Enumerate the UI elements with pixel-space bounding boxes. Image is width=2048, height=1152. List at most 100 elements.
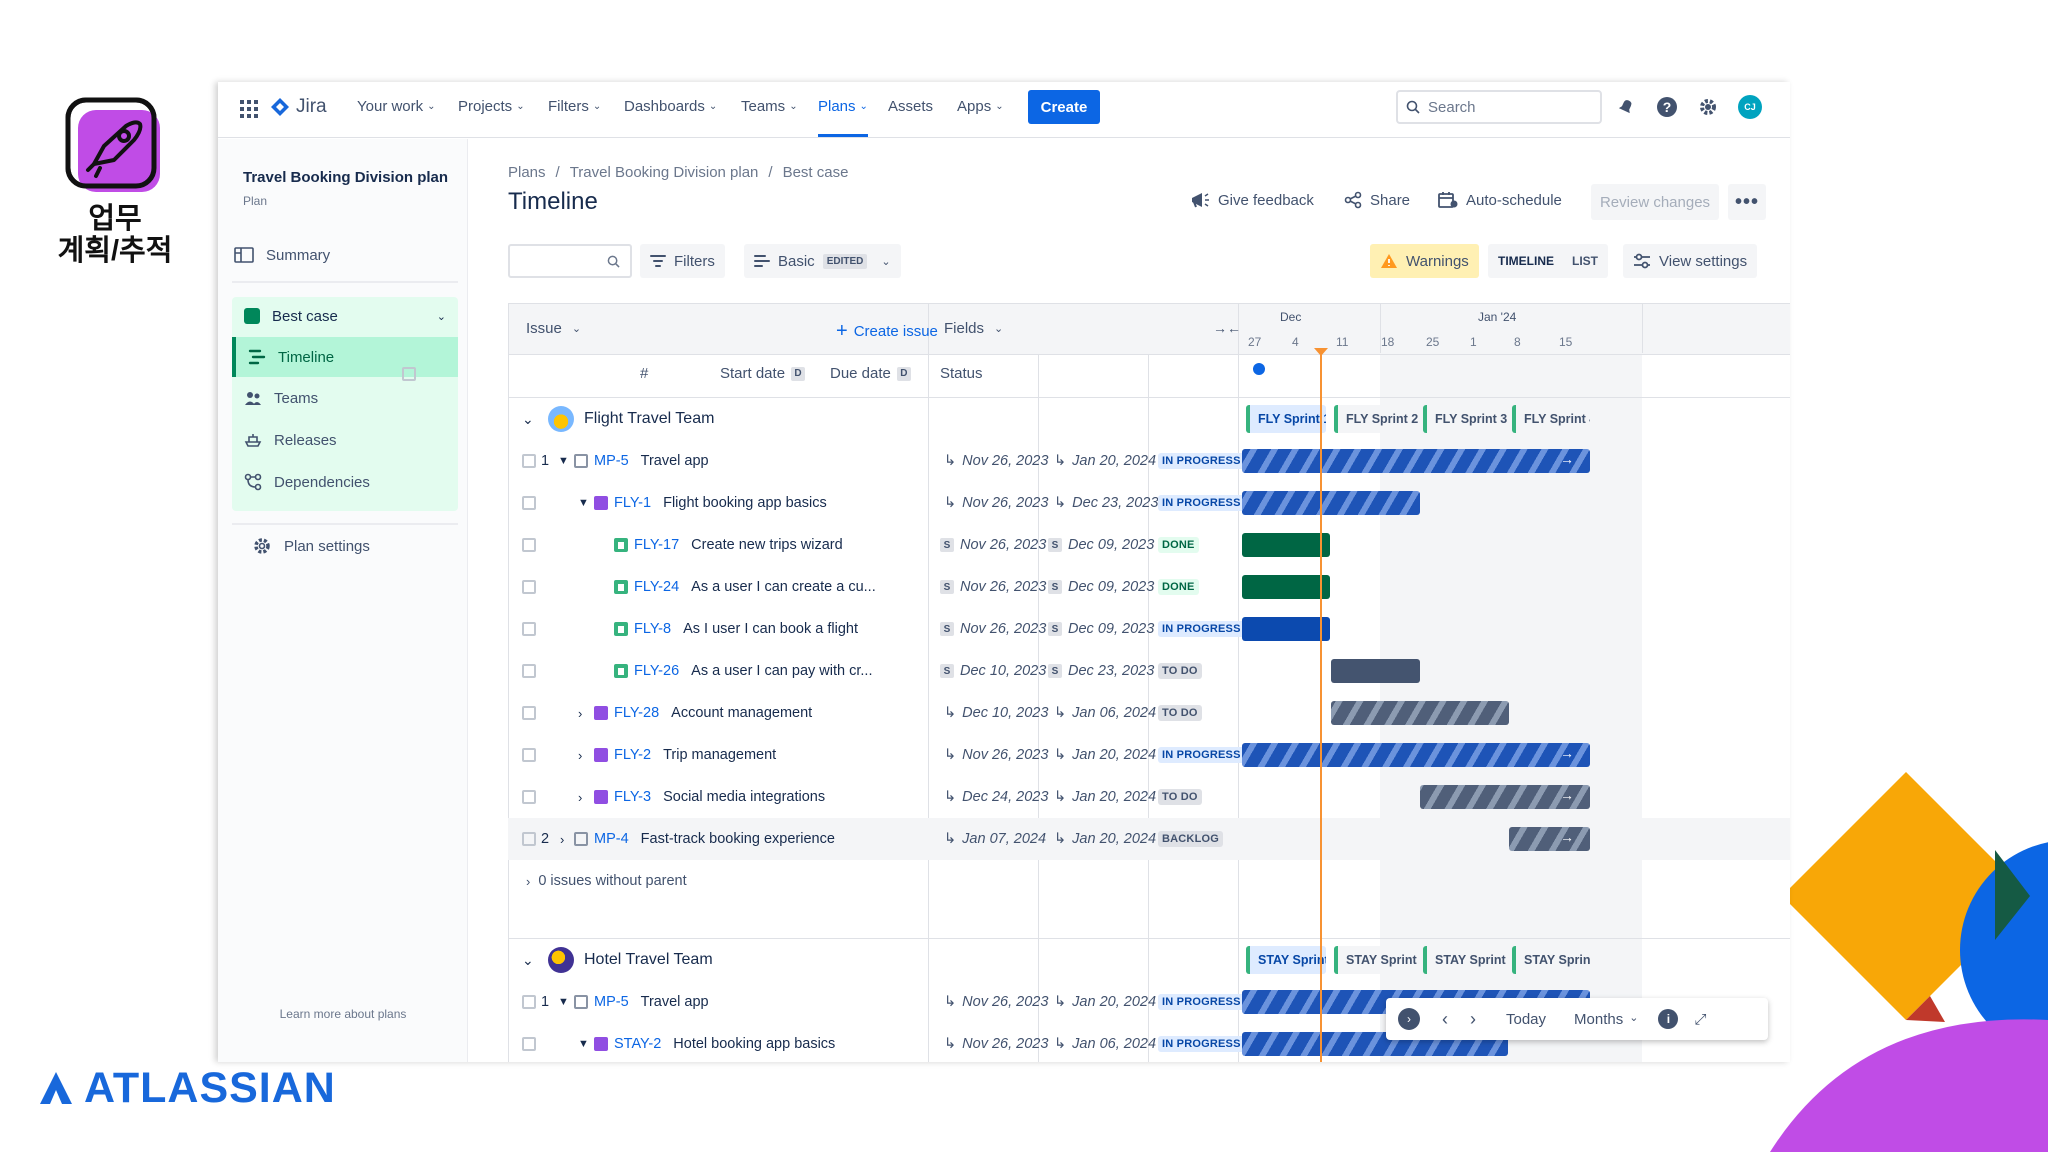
settings-icon[interactable] — [1694, 93, 1722, 121]
create-button[interactable]: Create — [1028, 90, 1100, 124]
today-button[interactable]: Today — [1506, 1010, 1547, 1028]
sprint-chip[interactable]: STAY Sprint 4 — [1512, 946, 1590, 974]
issue-key[interactable]: MP-5 — [594, 453, 629, 469]
sidebar-item-plan-settings[interactable]: Plan settings — [240, 526, 466, 566]
sprint-chip[interactable]: FLY Sprint 3 — [1423, 405, 1507, 433]
due-date[interactable]: S Dec 09, 2023 — [1048, 608, 1154, 650]
status-cell[interactable]: IN PROGRESS — [1158, 1023, 1245, 1062]
chevron-right-icon[interactable]: › — [560, 831, 565, 847]
timeline-bar[interactable]: → — [1242, 449, 1590, 473]
issue-key[interactable]: MP-4 — [594, 831, 629, 847]
scale-selector[interactable]: Months ⌄ — [1574, 1011, 1638, 1028]
table-row[interactable]: › FLY-3 Social media integrations ↳ Dec 2… — [508, 776, 1790, 818]
status-cell[interactable]: BACKLOG — [1158, 818, 1224, 860]
sprint-chip[interactable]: FLY Sprint 4 — [1512, 405, 1590, 433]
due-date[interactable]: ↳ Dec 23, 2023 — [1054, 482, 1158, 524]
start-date[interactable]: ↳ Nov 26, 2023 — [944, 1023, 1048, 1062]
due-date[interactable]: ↳ Jan 20, 2024 — [1054, 981, 1156, 1023]
sprint-chip[interactable]: STAY Sprint 1 — [1246, 946, 1326, 974]
breadcrumb-plans[interactable]: Plans — [508, 164, 546, 181]
due-date-header[interactable]: Due date D — [830, 365, 911, 382]
chevron-right-icon[interactable]: › — [578, 705, 583, 721]
timeline-bar[interactable]: → — [1509, 827, 1590, 851]
row-checkbox[interactable] — [522, 832, 536, 846]
share-button[interactable]: Share — [1344, 191, 1410, 209]
start-date[interactable]: S Nov 26, 2023 — [940, 524, 1046, 566]
issue-key[interactable]: FLY-28 — [614, 705, 660, 721]
row-checkbox[interactable] — [522, 580, 536, 594]
no-parent-toggle[interactable]: › 0 issues without parent — [526, 860, 687, 902]
row-checkbox[interactable] — [522, 622, 536, 636]
info-icon[interactable]: i — [1658, 1009, 1679, 1029]
nav-apps[interactable]: Apps ⌄ — [957, 98, 1004, 115]
due-date[interactable]: ↳ Jan 20, 2024 — [1054, 734, 1156, 776]
start-date[interactable]: ↳ Nov 26, 2023 — [944, 440, 1048, 482]
row-checkbox[interactable] — [522, 538, 536, 552]
start-date[interactable]: ↳ Nov 26, 2023 — [944, 981, 1048, 1023]
warnings-button[interactable]: Warnings — [1370, 244, 1479, 278]
sidebar-item-releases[interactable]: Releases — [232, 420, 458, 460]
start-date[interactable]: ↳ Nov 26, 2023 — [944, 734, 1048, 776]
timeline-bar[interactable]: → — [1242, 743, 1590, 767]
more-actions-icon[interactable]: ••• — [1728, 184, 1766, 220]
give-feedback-button[interactable]: Give feedback — [1190, 191, 1314, 209]
status-header[interactable]: Status — [940, 365, 983, 382]
app-switcher-icon[interactable] — [240, 100, 258, 118]
no-parent-row[interactable]: › 0 issues without parent — [508, 860, 1790, 902]
start-date[interactable]: ↳ Nov 26, 2023 — [944, 482, 1048, 524]
chevron-down-icon[interactable]: ▼ — [578, 497, 589, 509]
breadcrumb-plan[interactable]: Travel Booking Division plan — [569, 164, 759, 181]
release-marker[interactable] — [1253, 363, 1265, 375]
row-checkbox[interactable] — [522, 496, 536, 510]
status-cell[interactable]: IN PROGRESS — [1158, 981, 1245, 1023]
status-cell[interactable]: DONE — [1158, 566, 1199, 608]
chevron-right-icon[interactable]: › — [578, 789, 583, 805]
view-settings-button[interactable]: View settings — [1623, 244, 1758, 278]
play-icon[interactable]: › — [1398, 1008, 1420, 1030]
nav-dashboards[interactable]: Dashboards ⌄ — [624, 98, 717, 115]
collapse-fields-icon[interactable]: →← — [1213, 320, 1241, 336]
sidebar-item-dependencies[interactable]: Dependencies — [232, 462, 458, 502]
status-cell[interactable]: TO DO — [1158, 650, 1202, 692]
due-date[interactable]: ↳ Jan 06, 2024 — [1054, 1023, 1156, 1062]
status-cell[interactable]: IN PROGRESS — [1158, 440, 1245, 482]
status-cell[interactable]: IN PROGRESS — [1158, 734, 1245, 776]
chevron-left-icon[interactable]: ‹ — [1442, 1008, 1448, 1029]
scenario-selector[interactable]: Best case ⌄ — [232, 296, 458, 336]
due-date[interactable]: S Dec 09, 2023 — [1048, 566, 1154, 608]
issue-key[interactable]: FLY-8 — [634, 621, 672, 637]
review-changes-button[interactable]: Review changes — [1591, 184, 1719, 220]
jira-logo[interactable]: Jira — [270, 96, 327, 118]
issue-column-header[interactable]: Issue ⌄ — [526, 320, 581, 337]
status-cell[interactable]: DONE — [1158, 524, 1199, 566]
table-row[interactable]: FLY-8 As I user I can book a flight S Nov… — [508, 608, 1790, 650]
chevron-right-icon[interactable]: › — [1470, 1008, 1476, 1029]
chevron-right-icon[interactable]: › — [578, 747, 583, 763]
due-date[interactable]: ↳ Jan 20, 2024 — [1054, 818, 1156, 860]
table-row[interactable]: › FLY-2 Trip management ↳ Nov 26, 2023 ↳ J… — [508, 734, 1790, 776]
sidebar-item-summary[interactable]: Summary — [222, 235, 448, 275]
timeline-bar[interactable] — [1242, 575, 1330, 599]
issue-key[interactable]: FLY-26 — [634, 663, 680, 679]
filters-button[interactable]: Filters — [640, 244, 725, 278]
timeline-bar[interactable] — [1331, 659, 1420, 683]
nav-projects[interactable]: Projects ⌄ — [458, 98, 525, 115]
learn-more-link[interactable]: Learn more about plans — [279, 1007, 407, 1021]
status-cell[interactable]: TO DO — [1158, 692, 1202, 734]
sprint-chip[interactable]: STAY Sprint 3 — [1423, 946, 1507, 974]
timeline-bar[interactable] — [1331, 701, 1509, 725]
row-checkbox[interactable] — [522, 706, 536, 720]
status-cell[interactable]: TO DO — [1158, 776, 1202, 818]
status-cell[interactable]: IN PROGRESS — [1158, 482, 1245, 524]
due-date[interactable]: ↳ Jan 06, 2024 — [1054, 692, 1156, 734]
timeline-bar[interactable] — [1242, 533, 1330, 557]
chevron-down-icon[interactable]: ▼ — [578, 1038, 589, 1050]
row-checkbox[interactable] — [522, 790, 536, 804]
table-row[interactable]: FLY-17 Create new trips wizard S Nov 26, … — [508, 524, 1790, 566]
start-date[interactable]: ↳ Jan 07, 2024 — [944, 818, 1046, 860]
nav-assets[interactable]: Assets — [888, 98, 933, 115]
timeline-bar[interactable]: → — [1420, 785, 1590, 809]
row-checkbox[interactable] — [522, 664, 536, 678]
